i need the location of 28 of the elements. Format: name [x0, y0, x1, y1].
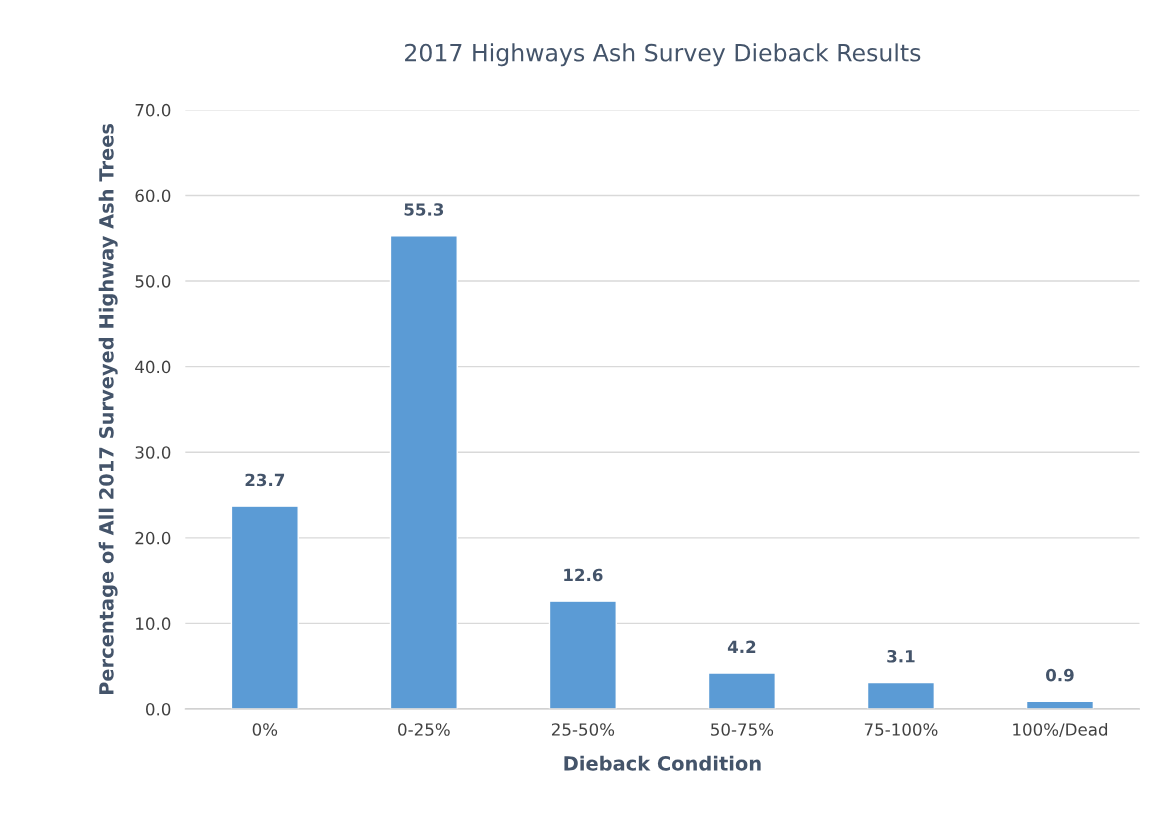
x-tick-label: 75-100%	[864, 723, 938, 736]
bar	[866, 681, 936, 709]
y-tick-label: 50.0	[135, 275, 171, 288]
y-tick-label: 70.0	[135, 103, 171, 117]
y-tick-label: 60.0	[135, 189, 171, 203]
x-tick-label: 25-50%	[551, 723, 615, 736]
y-tick-label: 40.0	[135, 360, 171, 374]
bar	[389, 235, 458, 709]
chart-title: 2017 Highways Ash Survey Dieback Results	[405, 43, 921, 67]
bar	[548, 600, 617, 709]
bar	[707, 672, 777, 709]
data-label: 3.1	[887, 649, 915, 663]
y-tick-label: 10.0	[136, 617, 171, 630]
data-label: 12.6	[564, 568, 603, 582]
data-label: 0.9	[1046, 668, 1074, 682]
y-tick-label: 20.0	[135, 531, 171, 545]
data-label: 23.7	[245, 473, 285, 487]
x-tick-label: 100%/Dead	[1013, 722, 1108, 738]
data-label: 4.2	[727, 640, 756, 653]
x-axis-title: Dieback Condition	[564, 755, 761, 771]
x-tick-label: 50-75%	[711, 723, 774, 736]
y-tick-label: 30.0	[135, 446, 171, 459]
x-tick-label: 0-25%	[398, 723, 450, 736]
y-axis-title: Percentage of All 2017 Surveyed Highway Ash Trees	[98, 123, 118, 695]
data-label: 55.3	[404, 203, 444, 216]
x-tick-label: 0%	[252, 723, 278, 736]
bar	[230, 505, 299, 709]
y-tick-label: 0.0	[146, 702, 171, 716]
